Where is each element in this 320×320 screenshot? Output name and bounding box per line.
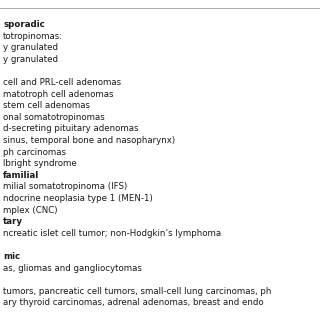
Text: totropinomas:: totropinomas: xyxy=(3,32,63,41)
Text: cell and PRL-cell adenomas: cell and PRL-cell adenomas xyxy=(3,78,121,87)
Text: mplex (CNC): mplex (CNC) xyxy=(3,205,58,215)
Text: ph carcinomas: ph carcinomas xyxy=(3,148,66,156)
Text: tary: tary xyxy=(3,217,23,226)
Text: familial: familial xyxy=(3,171,39,180)
Text: as, gliomas and gangliocytomas: as, gliomas and gangliocytomas xyxy=(3,264,142,273)
Text: tumors, pancreatic cell tumors, small-cell lung carcinomas, ph: tumors, pancreatic cell tumors, small-ce… xyxy=(3,287,271,296)
Text: lbright syndrome: lbright syndrome xyxy=(3,159,77,168)
Text: milial somatotropinoma (IFS): milial somatotropinoma (IFS) xyxy=(3,182,127,191)
Text: d-secreting pituitary adenomas: d-secreting pituitary adenomas xyxy=(3,124,139,133)
Text: sporadic: sporadic xyxy=(3,20,45,29)
Text: ncreatic islet cell tumor; non-Hodgkin’s lymphoma: ncreatic islet cell tumor; non-Hodgkin’s… xyxy=(3,229,221,238)
Text: ary thyroid carcinomas, adrenal adenomas, breast and endo: ary thyroid carcinomas, adrenal adenomas… xyxy=(3,298,264,308)
Text: sinus, temporal bone and nasopharynx): sinus, temporal bone and nasopharynx) xyxy=(3,136,175,145)
Text: mic: mic xyxy=(3,252,20,261)
Text: y granulated: y granulated xyxy=(3,55,58,64)
Text: onal somatotropinomas: onal somatotropinomas xyxy=(3,113,105,122)
Text: stem cell adenomas: stem cell adenomas xyxy=(3,101,90,110)
Text: y granulated: y granulated xyxy=(3,43,58,52)
Text: matotroph cell adenomas: matotroph cell adenomas xyxy=(3,90,114,99)
Text: ndocrine neoplasia type 1 (MEN-1): ndocrine neoplasia type 1 (MEN-1) xyxy=(3,194,153,203)
